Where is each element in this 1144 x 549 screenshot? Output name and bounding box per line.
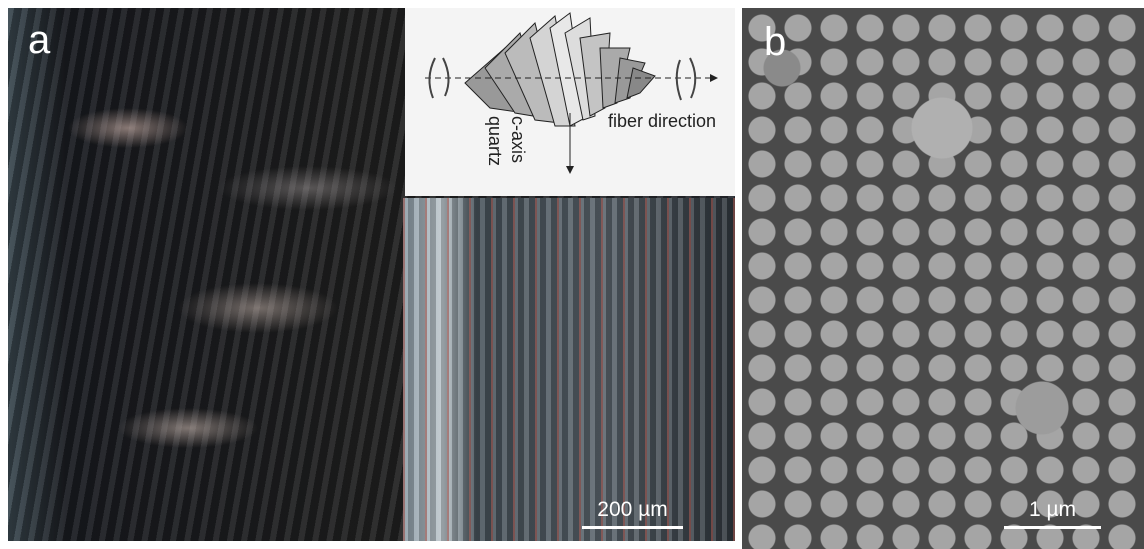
scale-bar-label: 200 µm <box>582 498 683 522</box>
micrograph-a: fiber direction c-axis quartz a 200 µm <box>8 8 735 541</box>
direction-label: fiber direction <box>608 111 716 132</box>
scale-bar <box>582 526 683 529</box>
panel-label: a <box>28 18 50 63</box>
figure: fiber direction c-axis quartz a 200 µm b… <box>0 0 1144 549</box>
scale-bar <box>1004 526 1101 529</box>
scale-bar-label: 1 µm <box>1004 498 1101 522</box>
inset-drawing <box>405 8 735 196</box>
fibrous-zone <box>403 198 735 541</box>
inset: fiber direction c-axis quartz <box>405 8 735 196</box>
axis-label: c-axis <box>507 116 528 163</box>
micrograph-b: b 1 µm <box>742 8 1144 549</box>
panel-label: b <box>764 20 786 65</box>
axis-label: quartz <box>484 116 505 166</box>
